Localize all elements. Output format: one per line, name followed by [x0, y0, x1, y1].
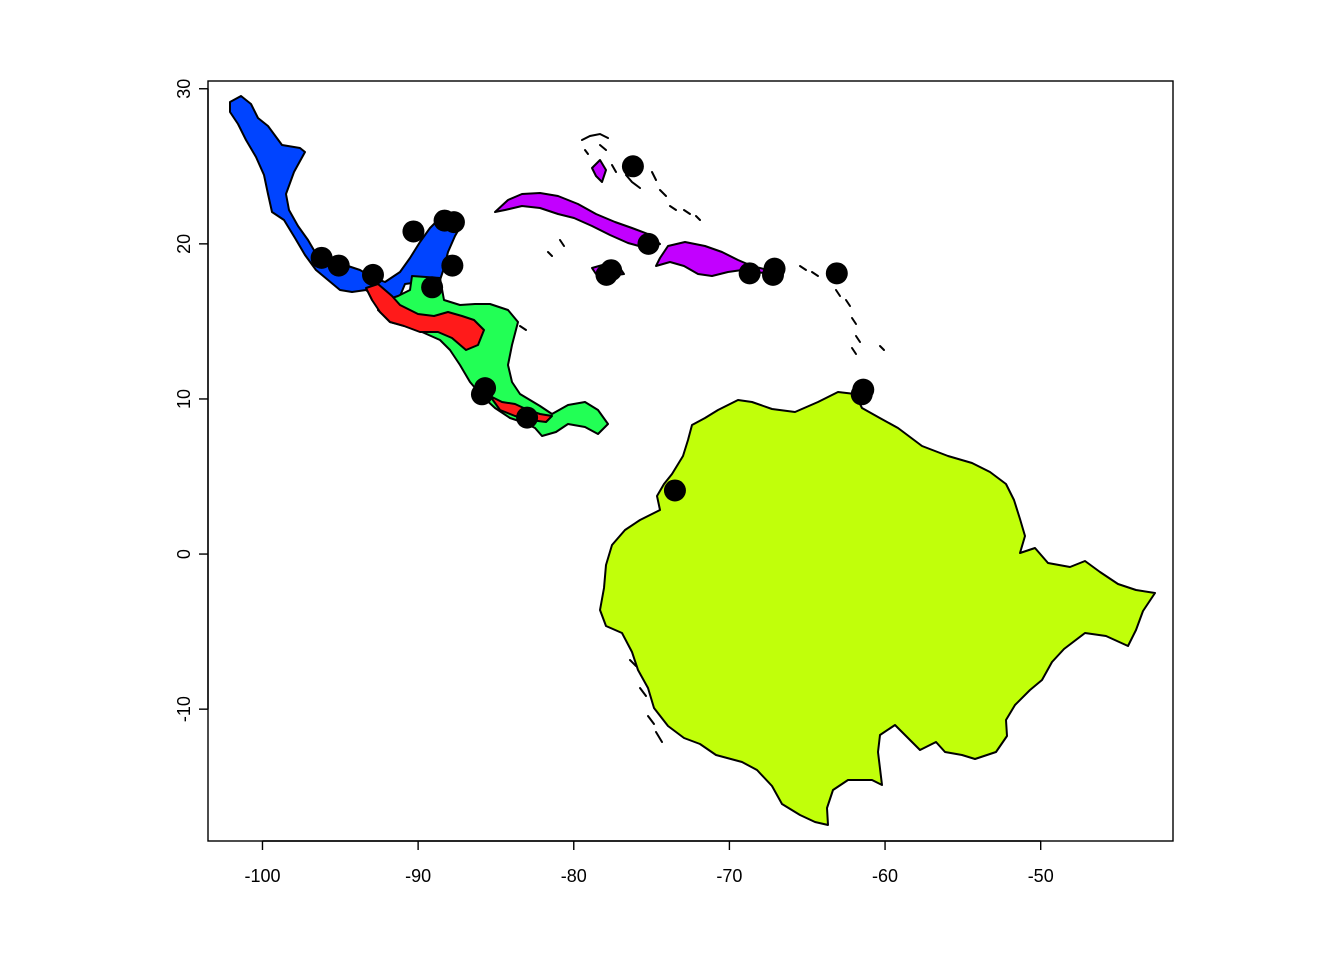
site-point: [637, 232, 660, 255]
x-tick-label: -100: [244, 866, 280, 886]
x-tick-label: -90: [405, 866, 431, 886]
region-highlands: [365, 283, 553, 423]
y-tick-label: 30: [174, 79, 194, 99]
site-point: [595, 263, 618, 286]
site-point: [738, 262, 761, 285]
site-point: [761, 263, 784, 286]
x-tick-label: -60: [872, 866, 898, 886]
site-point: [663, 479, 686, 502]
y-tick-label: 20: [174, 234, 194, 254]
x-axis: -100 -90 -80 -70 -60 -50: [244, 840, 1054, 886]
site-point: [621, 155, 644, 178]
site-point: [516, 406, 539, 429]
region-amazonia: [599, 391, 1156, 826]
y-axis: -10 0 10 20 30: [174, 79, 209, 722]
site-point: [441, 254, 464, 277]
site-point: [361, 263, 384, 286]
x-tick-label: -70: [716, 866, 742, 886]
island-outlines: [519, 132, 885, 743]
region-central-america: [377, 275, 609, 437]
site-point: [825, 262, 848, 285]
y-tick-label: 0: [174, 549, 194, 559]
site-point: [470, 383, 493, 406]
site-point: [421, 276, 444, 299]
site-point: [850, 383, 873, 406]
site-point: [310, 246, 333, 269]
site-point: [402, 220, 425, 243]
region-cuba: [494, 192, 661, 249]
x-tick-label: -50: [1028, 866, 1054, 886]
site-point: [442, 211, 465, 234]
x-tick-label: -80: [561, 866, 587, 886]
y-tick-label: -10: [174, 696, 194, 722]
site-point: [327, 254, 350, 277]
region-small-antilles: [591, 159, 607, 183]
y-tick-label: 10: [174, 389, 194, 409]
